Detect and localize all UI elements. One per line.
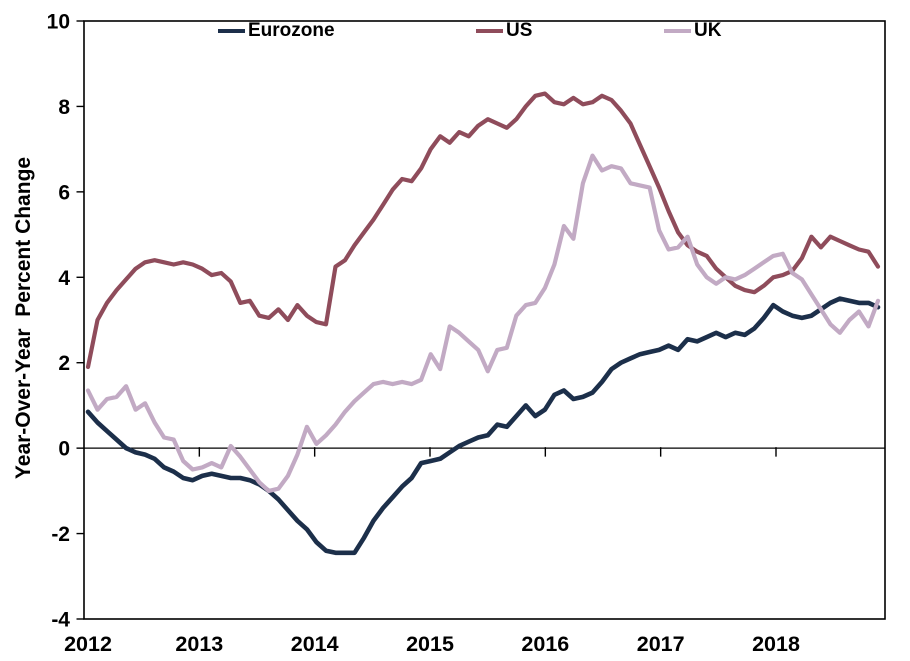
legend-label-eurozone: Eurozone [248, 20, 335, 41]
y-axis-title: Year-Over-Year Percent Change [12, 156, 35, 480]
legend-item-uk: UK [664, 20, 721, 42]
x-tick-label: 2014 [291, 632, 339, 656]
y-tick-label: 10 [47, 11, 70, 34]
eurozone-line-swatch [218, 29, 245, 33]
y-tick-label: 4 [58, 267, 70, 290]
x-tick-label: 2017 [637, 632, 685, 656]
uk-line-swatch [664, 29, 691, 33]
legend-label-uk: UK [694, 20, 722, 41]
y-tick-label: -4 [51, 609, 70, 632]
us-series-line [85, 91, 881, 370]
legend-item-eurozone: Eurozone [218, 20, 335, 42]
legend-item-us: US [476, 20, 532, 42]
plot-border [83, 20, 886, 620]
x-tick-label: 2018 [752, 632, 800, 656]
eurozone-series-line [85, 296, 881, 556]
y-tick-label: 2 [58, 352, 70, 375]
x-tick-label: 2015 [406, 632, 454, 656]
y-tick-label: -2 [51, 523, 70, 546]
legend-label-us: US [506, 20, 533, 41]
x-tick-label: 2013 [175, 632, 223, 656]
y-tick-label: 6 [58, 181, 70, 204]
x-tick-label: 2016 [521, 632, 569, 656]
y-tick-label: 8 [58, 96, 70, 119]
us-line-swatch [476, 29, 503, 33]
x-tick-label: 2012 [64, 632, 112, 656]
y-tick-label: 0 [58, 438, 70, 461]
uk-series-line [85, 153, 881, 493]
